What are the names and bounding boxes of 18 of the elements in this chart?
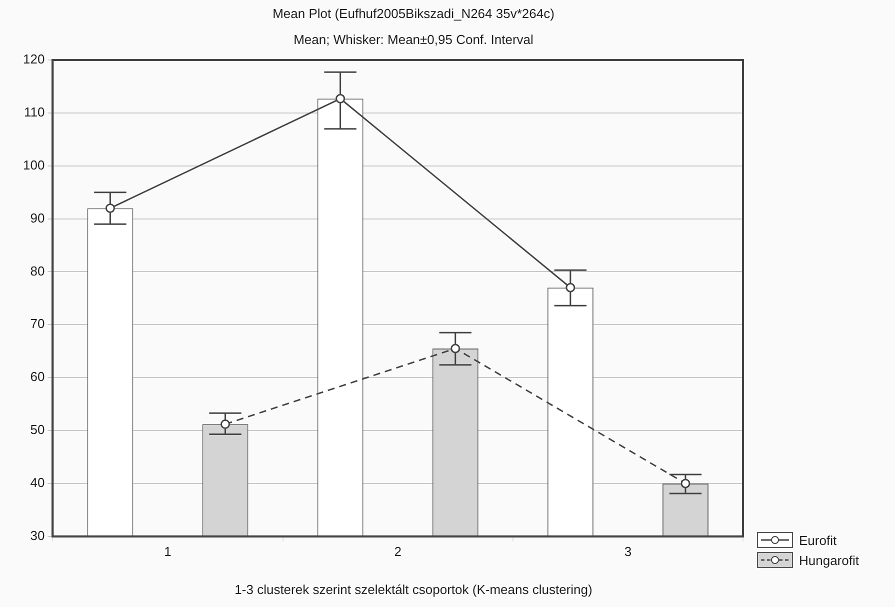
x-tick-label: 2 <box>394 544 402 559</box>
y-tick-label: 50 <box>30 422 45 438</box>
x-tick-label: 3 <box>624 544 632 559</box>
text: Eurofit <box>799 532 837 548</box>
y-tick-label: 70 <box>30 316 45 332</box>
y-tick-label: 100 <box>22 157 45 172</box>
y-tick-label: 90 <box>30 210 45 226</box>
y-tick-label: 80 <box>30 263 45 278</box>
legend-label: Hungarofit <box>799 552 859 568</box>
y-tick-label: 30 <box>30 528 45 543</box>
y-tick-label: 110 <box>24 104 45 120</box>
y-tick-label: 60 <box>30 369 45 384</box>
x-axis-title: 1-3 clusterek szerint szelektált csoportok (K-means clustering) <box>234 582 594 597</box>
x-tick-label: 1 <box>164 544 172 559</box>
chart-title: Mean Plot (Eufhuf2005Bikszadi_N264 35v*264c) <box>272 6 556 21</box>
chart-subtitle: Mean; Whisker: Mean±0,95 Conf. Interval <box>292 32 534 47</box>
y-tick-label: 40 <box>30 475 45 490</box>
y-tick-label: 120 <box>22 52 45 67</box>
